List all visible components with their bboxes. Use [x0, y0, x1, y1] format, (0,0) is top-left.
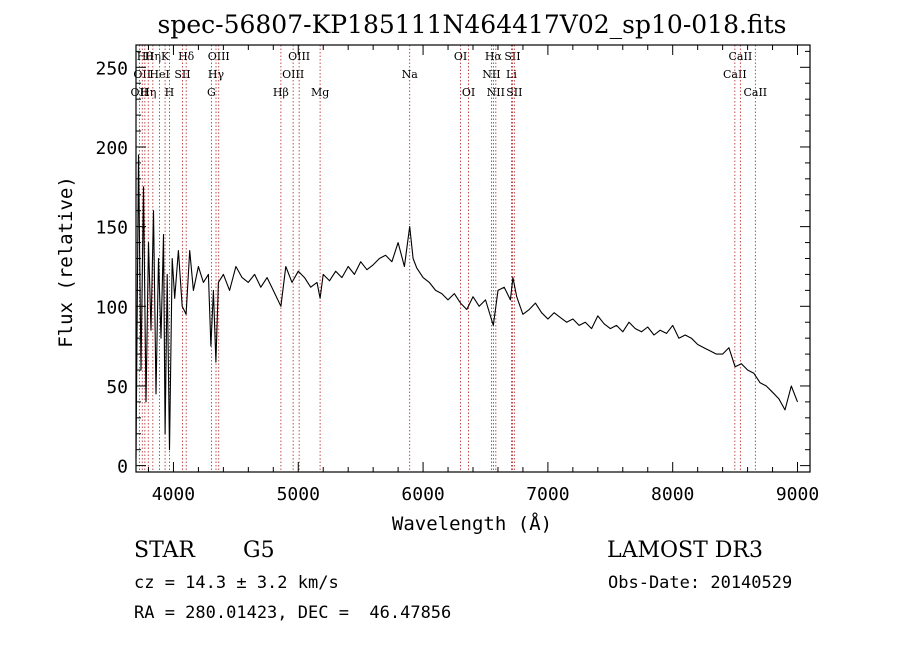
y-tick-label: 50	[106, 377, 128, 398]
series-layer	[135, 154, 799, 458]
coordinates-text: RA = 280.01423, DEC = 46.47856	[134, 603, 452, 623]
spectral-lines-layer: OIIOIIHθHηHηHeIKHSIIHδGHγOIIIHβOIIIOIIIM…	[131, 45, 767, 472]
redshift-text: cz = 14.3 ± 3.2 km/s	[134, 573, 339, 593]
obs-date-text: Obs-Date: 20140529	[608, 573, 793, 593]
spectral-line-label: Hβ	[273, 86, 289, 99]
spectral-line-label: Hη	[145, 50, 161, 63]
spectral-line-label: G	[207, 86, 216, 99]
object-class: STAR	[134, 538, 195, 563]
spectral-line-label: K	[161, 50, 170, 63]
spectral-line-label: OII	[133, 68, 151, 81]
y-tick-label: 200	[95, 138, 128, 159]
spectral-line-label: SII	[506, 86, 522, 99]
x-axis: 4000 5000 6000 7000 8000 9000	[147, 45, 819, 505]
y-tick-label: 0	[117, 457, 128, 478]
x-tick-label: 7000	[526, 484, 569, 505]
flux-series-line	[135, 154, 799, 458]
spectral-line-label: Li	[506, 68, 517, 81]
spectral-line-label: CaII	[743, 86, 767, 99]
spectral-line-label: OII	[131, 86, 149, 99]
object-subclass: G5	[243, 538, 275, 563]
spectral-line-label: Mg	[311, 86, 329, 99]
spectral-line-label: SII	[504, 50, 520, 63]
spectral-line-label: OI	[454, 50, 467, 63]
spectral-line-label: CaII	[723, 68, 747, 81]
y-axis-label: Flux (relative)	[55, 176, 77, 348]
spectral-line-label: OIII	[288, 50, 310, 63]
spectral-line-label: OI	[462, 86, 475, 99]
spectral-line-label: Hθ	[137, 50, 154, 63]
spectral-line-label: Hγ	[208, 68, 225, 81]
spectral-line-label: NII	[482, 68, 500, 81]
x-tick-label: 6000	[401, 484, 444, 505]
spectral-line-label: OIII	[282, 68, 304, 81]
spectral-line-label: NII	[487, 86, 505, 99]
x-tick-label: 4000	[152, 484, 195, 505]
y-axis: 0 50 100 150 200 250	[95, 50, 810, 478]
spectral-line-label: Hα	[485, 50, 503, 63]
spectral-line-label: Hδ	[178, 50, 195, 63]
spectral-line-label: Na	[402, 68, 419, 81]
plot-frame	[135, 44, 811, 473]
spectral-line-label: HeI	[149, 68, 169, 81]
spectral-line-label: OIII	[208, 50, 230, 63]
x-tick-label: 5000	[277, 484, 320, 505]
spectral-line-label: SII	[174, 68, 190, 81]
chart-title: spec-56807-KP185111N464417V02_sp10-018.f…	[158, 10, 787, 39]
y-tick-label: 100	[95, 297, 128, 318]
spectral-line-label: H	[165, 86, 175, 99]
x-axis-label: Wavelength (Å)	[392, 512, 552, 535]
x-tick-label: 8000	[651, 484, 694, 505]
spectral-line-label: CaII	[729, 50, 753, 63]
survey-label: LAMOST DR3	[607, 538, 763, 563]
y-tick-label: 150	[95, 218, 128, 239]
x-tick-label: 9000	[776, 484, 819, 505]
spectral-line-label: Hη	[140, 86, 156, 99]
y-tick-label: 250	[95, 58, 128, 79]
